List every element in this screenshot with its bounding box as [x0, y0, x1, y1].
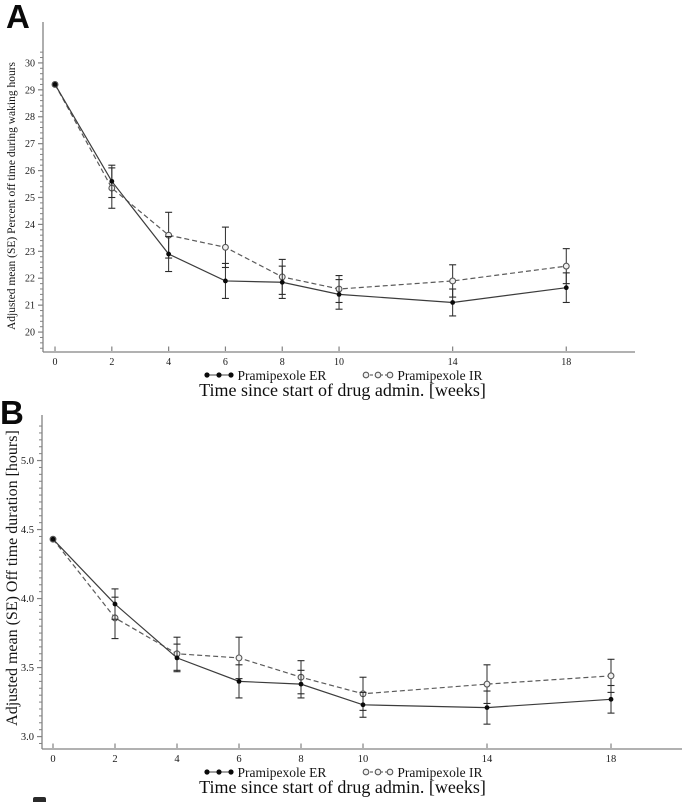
cropped-page-artifact [33, 797, 46, 802]
legend-label: Pramipexole IR [397, 368, 483, 383]
svg-text:8: 8 [298, 754, 303, 765]
legend-item-pramipexole-ir: Pramipexole IR [362, 367, 482, 385]
svg-text:23: 23 [25, 247, 35, 258]
panel-b-legend: Pramipexole ER Pramipexole IR [0, 764, 685, 782]
svg-text:4: 4 [174, 754, 180, 765]
svg-text:3.5: 3.5 [21, 663, 34, 674]
legend-item-pramipexole-er: Pramipexole ER [203, 764, 327, 782]
svg-text:10: 10 [334, 357, 344, 368]
panel-a-y-axis-label: Adjusted mean (SE) Percent off time duri… [6, 61, 18, 331]
panel-b-letter: B [0, 394, 24, 431]
svg-text:24: 24 [25, 220, 35, 231]
legend-label: Pramipexole IR [397, 765, 483, 780]
svg-text:5.0: 5.0 [21, 456, 34, 467]
svg-text:20: 20 [25, 328, 35, 339]
panel-a-letter: A [6, 0, 30, 35]
svg-text:27: 27 [25, 139, 35, 150]
svg-text:22: 22 [25, 274, 35, 285]
filled-circle-series-icon [203, 764, 235, 782]
svg-text:4: 4 [166, 357, 171, 368]
svg-text:0: 0 [50, 754, 55, 765]
legend-label: Pramipexole ER [237, 368, 327, 383]
panel-a-x-axis-title: Time since start of drug admin. [weeks] [199, 380, 486, 400]
svg-text:10: 10 [358, 754, 369, 765]
svg-text:2: 2 [109, 357, 114, 368]
svg-text:6: 6 [236, 754, 241, 765]
svg-text:25: 25 [25, 193, 35, 204]
svg-text:4.5: 4.5 [21, 525, 34, 536]
legend-label: Pramipexole ER [237, 765, 327, 780]
svg-text:6: 6 [223, 357, 228, 368]
svg-text:21: 21 [25, 301, 35, 312]
svg-text:30: 30 [25, 58, 35, 69]
panel-b-y-axis-label: Adjusted mean (SE) Off time duration [ho… [4, 430, 21, 726]
svg-text:14: 14 [448, 357, 458, 368]
svg-text:28: 28 [25, 112, 35, 123]
panel-a-legend: Pramipexole ER Pramipexole IR [0, 367, 685, 385]
panel-b-x-axis-title: Time since start of drug admin. [weeks] [199, 777, 486, 797]
svg-text:2: 2 [112, 754, 117, 765]
legend-item-pramipexole-er: Pramipexole ER [203, 367, 327, 385]
svg-text:18: 18 [606, 754, 617, 765]
svg-text:18: 18 [561, 357, 571, 368]
svg-text:0: 0 [53, 357, 58, 368]
svg-text:8: 8 [280, 357, 285, 368]
filled-circle-series-icon [203, 367, 235, 385]
svg-text:29: 29 [25, 85, 35, 96]
legend-item-pramipexole-ir: Pramipexole IR [362, 764, 482, 782]
svg-text:14: 14 [482, 754, 493, 765]
svg-text:26: 26 [25, 166, 35, 177]
open-circle-series-icon [362, 764, 394, 782]
svg-text:3.0: 3.0 [21, 732, 34, 743]
svg-text:4.0: 4.0 [21, 594, 34, 605]
open-circle-series-icon [362, 367, 394, 385]
